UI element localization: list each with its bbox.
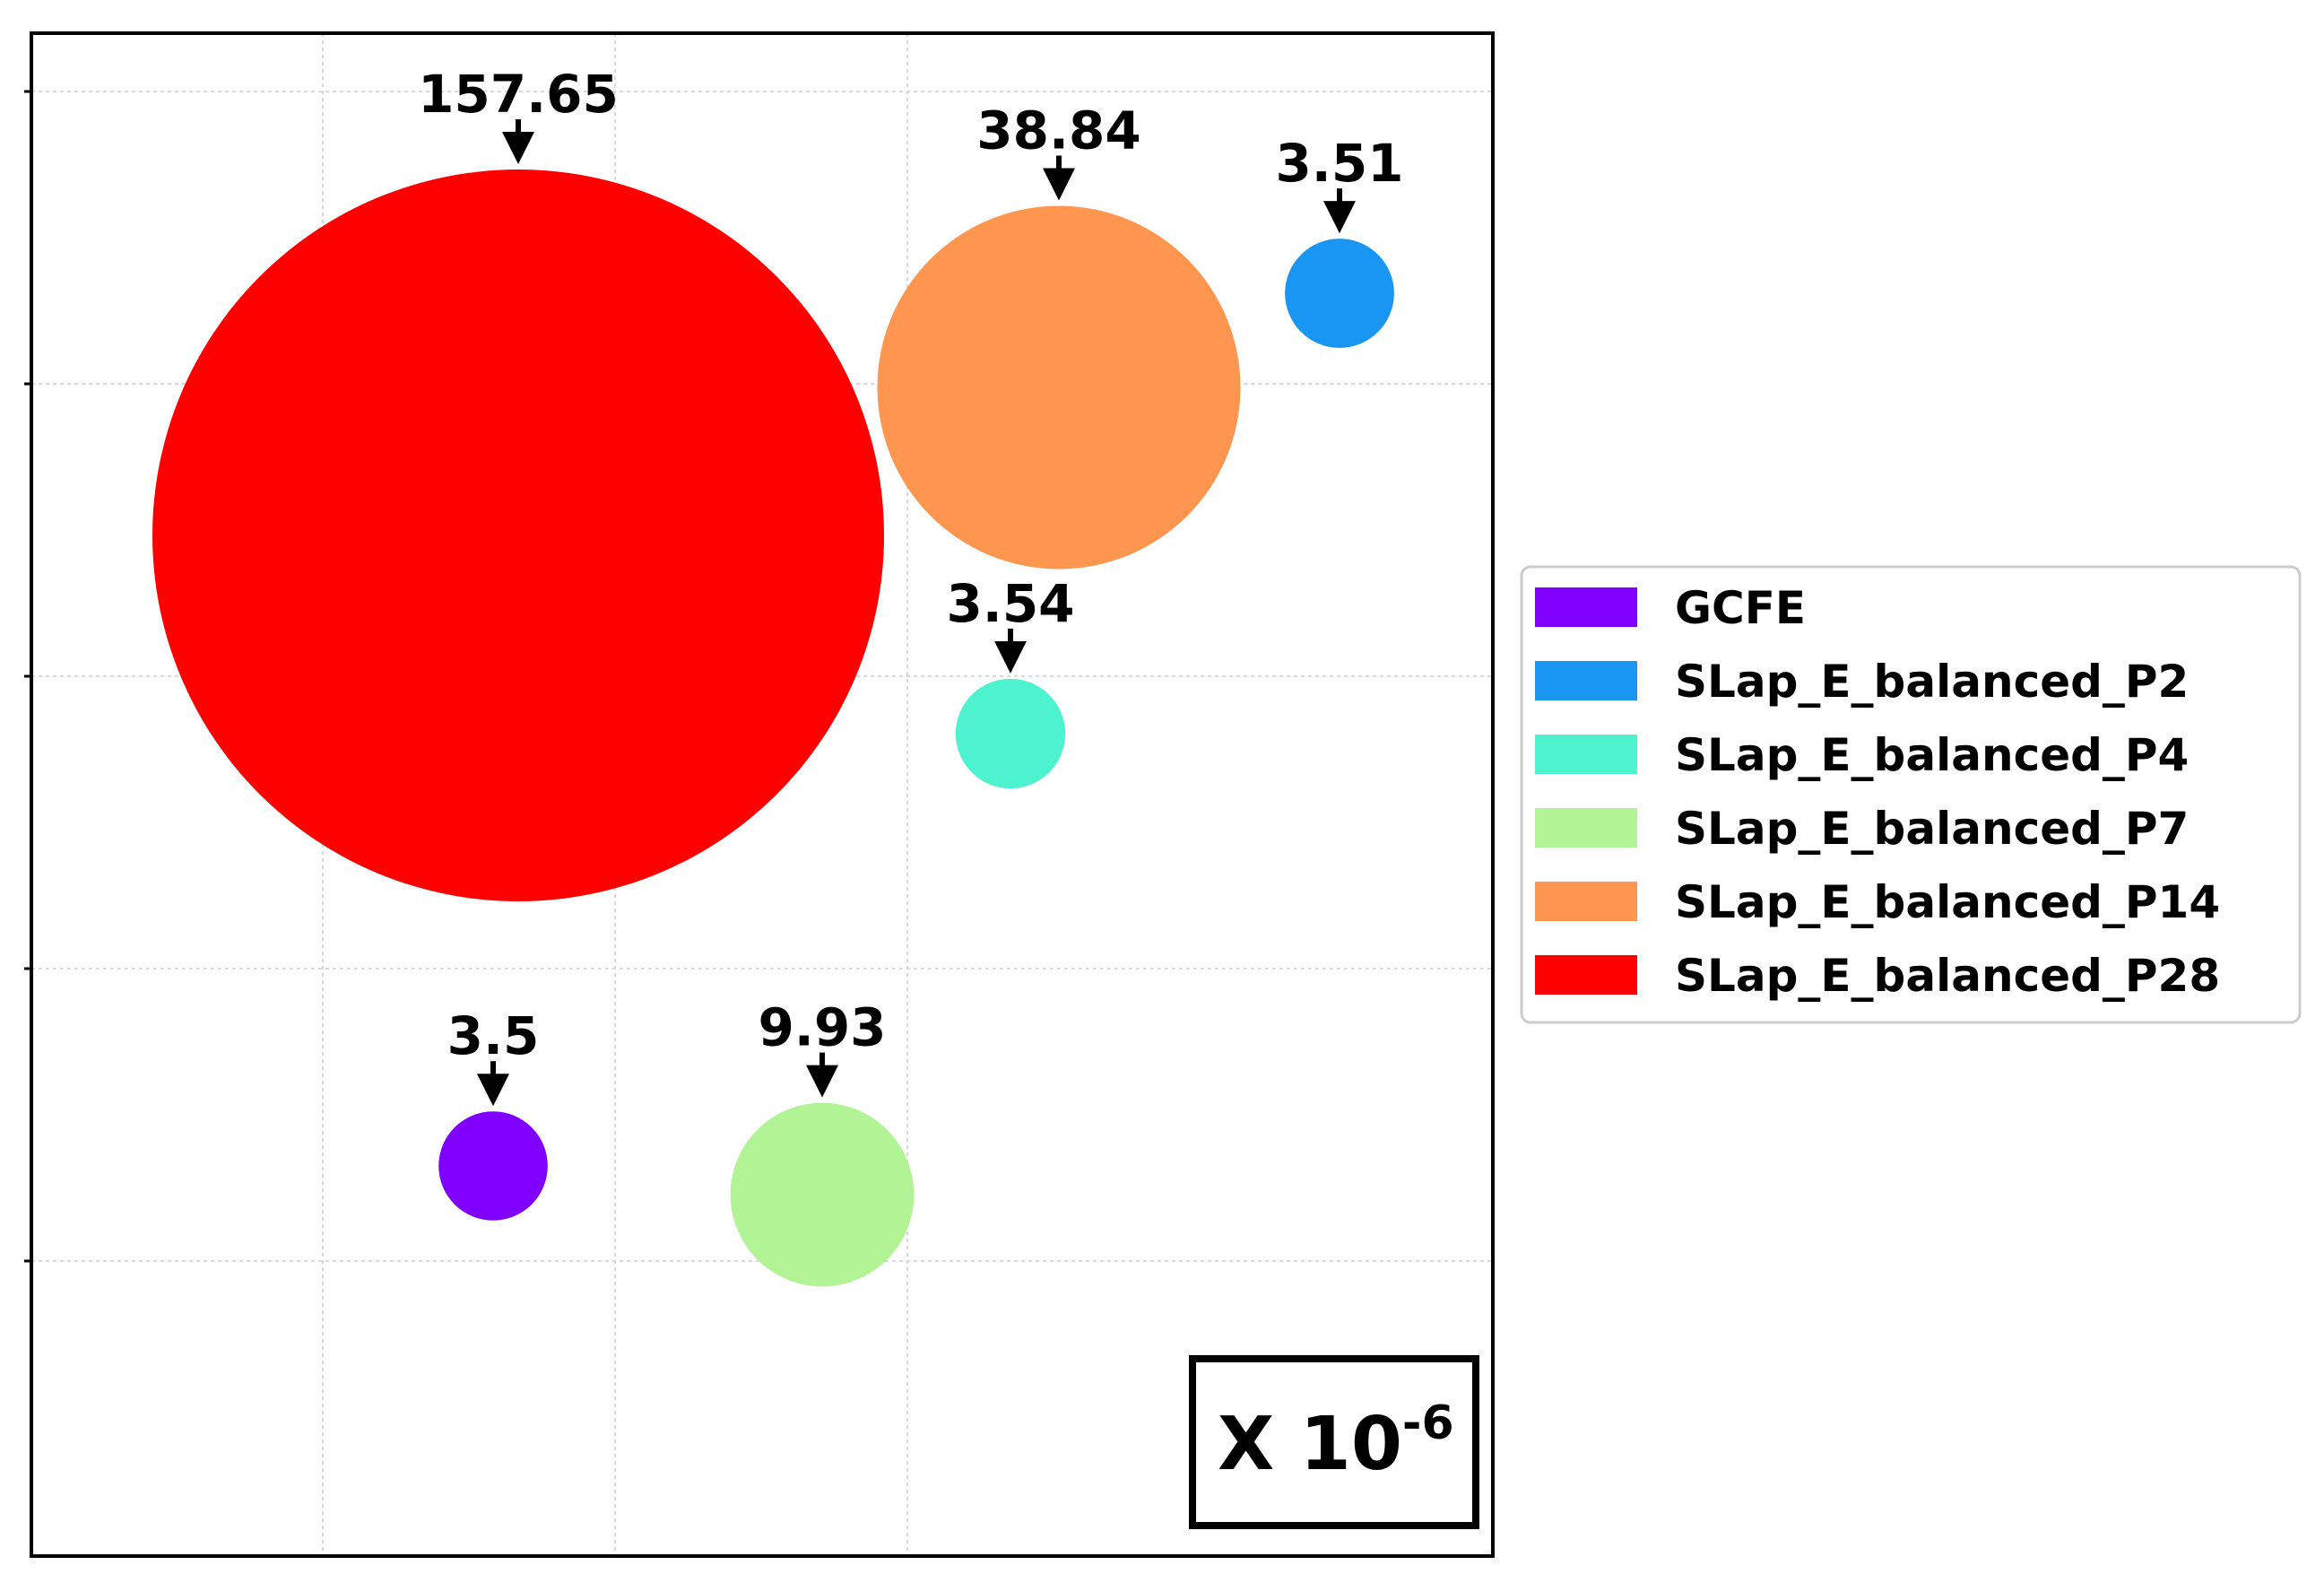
legend-label-slap-e-balanced-p4: SLap_E_balanced_P4 — [1675, 729, 2189, 781]
legend-swatch-slap-e-balanced-p14 — [1535, 882, 1637, 921]
legend-label-slap-e-balanced-p14: SLap_E_balanced_P14 — [1675, 876, 2220, 928]
svg-text:X 10-6: X 10-6 — [1218, 1396, 1454, 1487]
value-label-slap-e-balanced-p2: 3.51 — [1275, 133, 1403, 194]
legend-swatch-slap-e-balanced-p4 — [1535, 735, 1637, 774]
value-label-slap-e-balanced-p7: 9.93 — [758, 997, 886, 1058]
bubble-labels: 3.5 3.51 3.54 9.93 38.84 157.65 — [418, 64, 1404, 1107]
legend-label-gcfe: GCFE — [1675, 582, 1806, 634]
legend-label-slap-e-balanced-p7: SLap_E_balanced_P7 — [1675, 803, 2189, 855]
bubbles — [152, 170, 1394, 1287]
bubble-slap-e-balanced-p4 — [955, 678, 1066, 789]
y-ticks — [24, 90, 31, 1263]
legend-frame — [1520, 565, 2302, 1024]
legend-swatch-slap-e-balanced-p7 — [1535, 808, 1637, 848]
bubble-gcfe — [438, 1111, 548, 1221]
value-label-slap-e-balanced-p4: 3.54 — [946, 573, 1074, 634]
legend-swatch-gcfe — [1535, 587, 1637, 627]
bubble-slap-e-balanced-p14 — [877, 205, 1241, 570]
legend-label-slap-e-balanced-p2: SLap_E_balanced_P2 — [1675, 656, 2189, 708]
bubble-slap-e-balanced-p28 — [152, 170, 884, 901]
value-label-slap-e-balanced-p14: 38.84 — [976, 100, 1140, 161]
legend-swatch-slap-e-balanced-p2 — [1535, 661, 1637, 700]
value-label-gcfe: 3.5 — [447, 1005, 540, 1066]
bubble-slap-e-balanced-p2 — [1285, 239, 1394, 348]
scale-note-exponent: -6 — [1402, 1396, 1454, 1450]
bubble-slap-e-balanced-p7 — [730, 1102, 915, 1287]
plot-frame — [30, 31, 1495, 1558]
scale-note-base: X 10 — [1218, 1402, 1402, 1487]
scale-note-box: X 10-6 — [1189, 1355, 1479, 1529]
legend-label-slap-e-balanced-p28: SLap_E_balanced_P28 — [1675, 950, 2220, 1002]
value-label-slap-e-balanced-p28: 157.65 — [418, 64, 619, 125]
legend: GCFE SLap_E_balanced_P2 SLap_E_balanced_P4… — [1520, 565, 2302, 1024]
legend-swatch-slap-e-balanced-p28 — [1535, 955, 1637, 995]
